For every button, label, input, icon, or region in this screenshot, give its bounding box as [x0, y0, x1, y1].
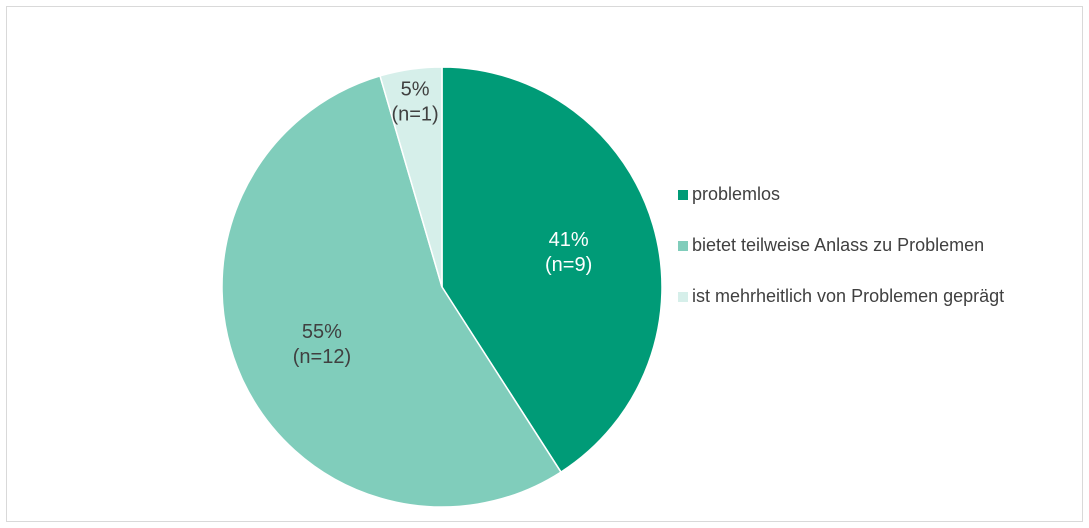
legend-item-mehrheitlich: ist mehrheitlich von Problemen geprägt — [678, 284, 1004, 309]
legend-swatch-mehrheitlich — [678, 291, 688, 302]
pie-slice-problemlos — [441, 66, 663, 474]
legend-swatch-teilweise — [678, 240, 688, 251]
slice-count-label-problemlos: (n=9) — [545, 254, 592, 276]
slice-count-label-mehrheitlich: (n=1) — [391, 104, 438, 126]
legend-item-teilweise: bietet teilweise Anlass zu Problemen — [678, 233, 1004, 258]
chart-area: 41% (n=9) 55% (n=12) 5% (n=1) problemlos biet… — [6, 6, 1083, 522]
legend-label-problemlos: problemlos — [692, 184, 781, 204]
slice-percent-label-mehrheitlich: 5% — [401, 79, 430, 101]
legend-item-problemlos: problemlos — [678, 182, 1004, 207]
pie-slice-mehrheitlich — [379, 66, 443, 288]
pie-chart: 41% (n=9) 55% (n=12) 5% (n=1) — [221, 66, 663, 508]
pie-slice-teilweise — [221, 74, 562, 508]
legend-label-teilweise: bietet teilweise Anlass zu Problemen — [692, 235, 985, 255]
legend: problemlos bietet teilweise Anlass zu Pr… — [678, 182, 1004, 335]
legend-swatch-problemlos — [678, 189, 688, 200]
slice-count-label-teilweise: (n=12) — [293, 346, 351, 368]
slice-percent-label-problemlos: 41% — [549, 229, 589, 251]
legend-label-mehrheitlich: ist mehrheitlich von Problemen geprägt — [692, 286, 1005, 306]
slice-percent-label-teilweise: 55% — [302, 321, 342, 343]
